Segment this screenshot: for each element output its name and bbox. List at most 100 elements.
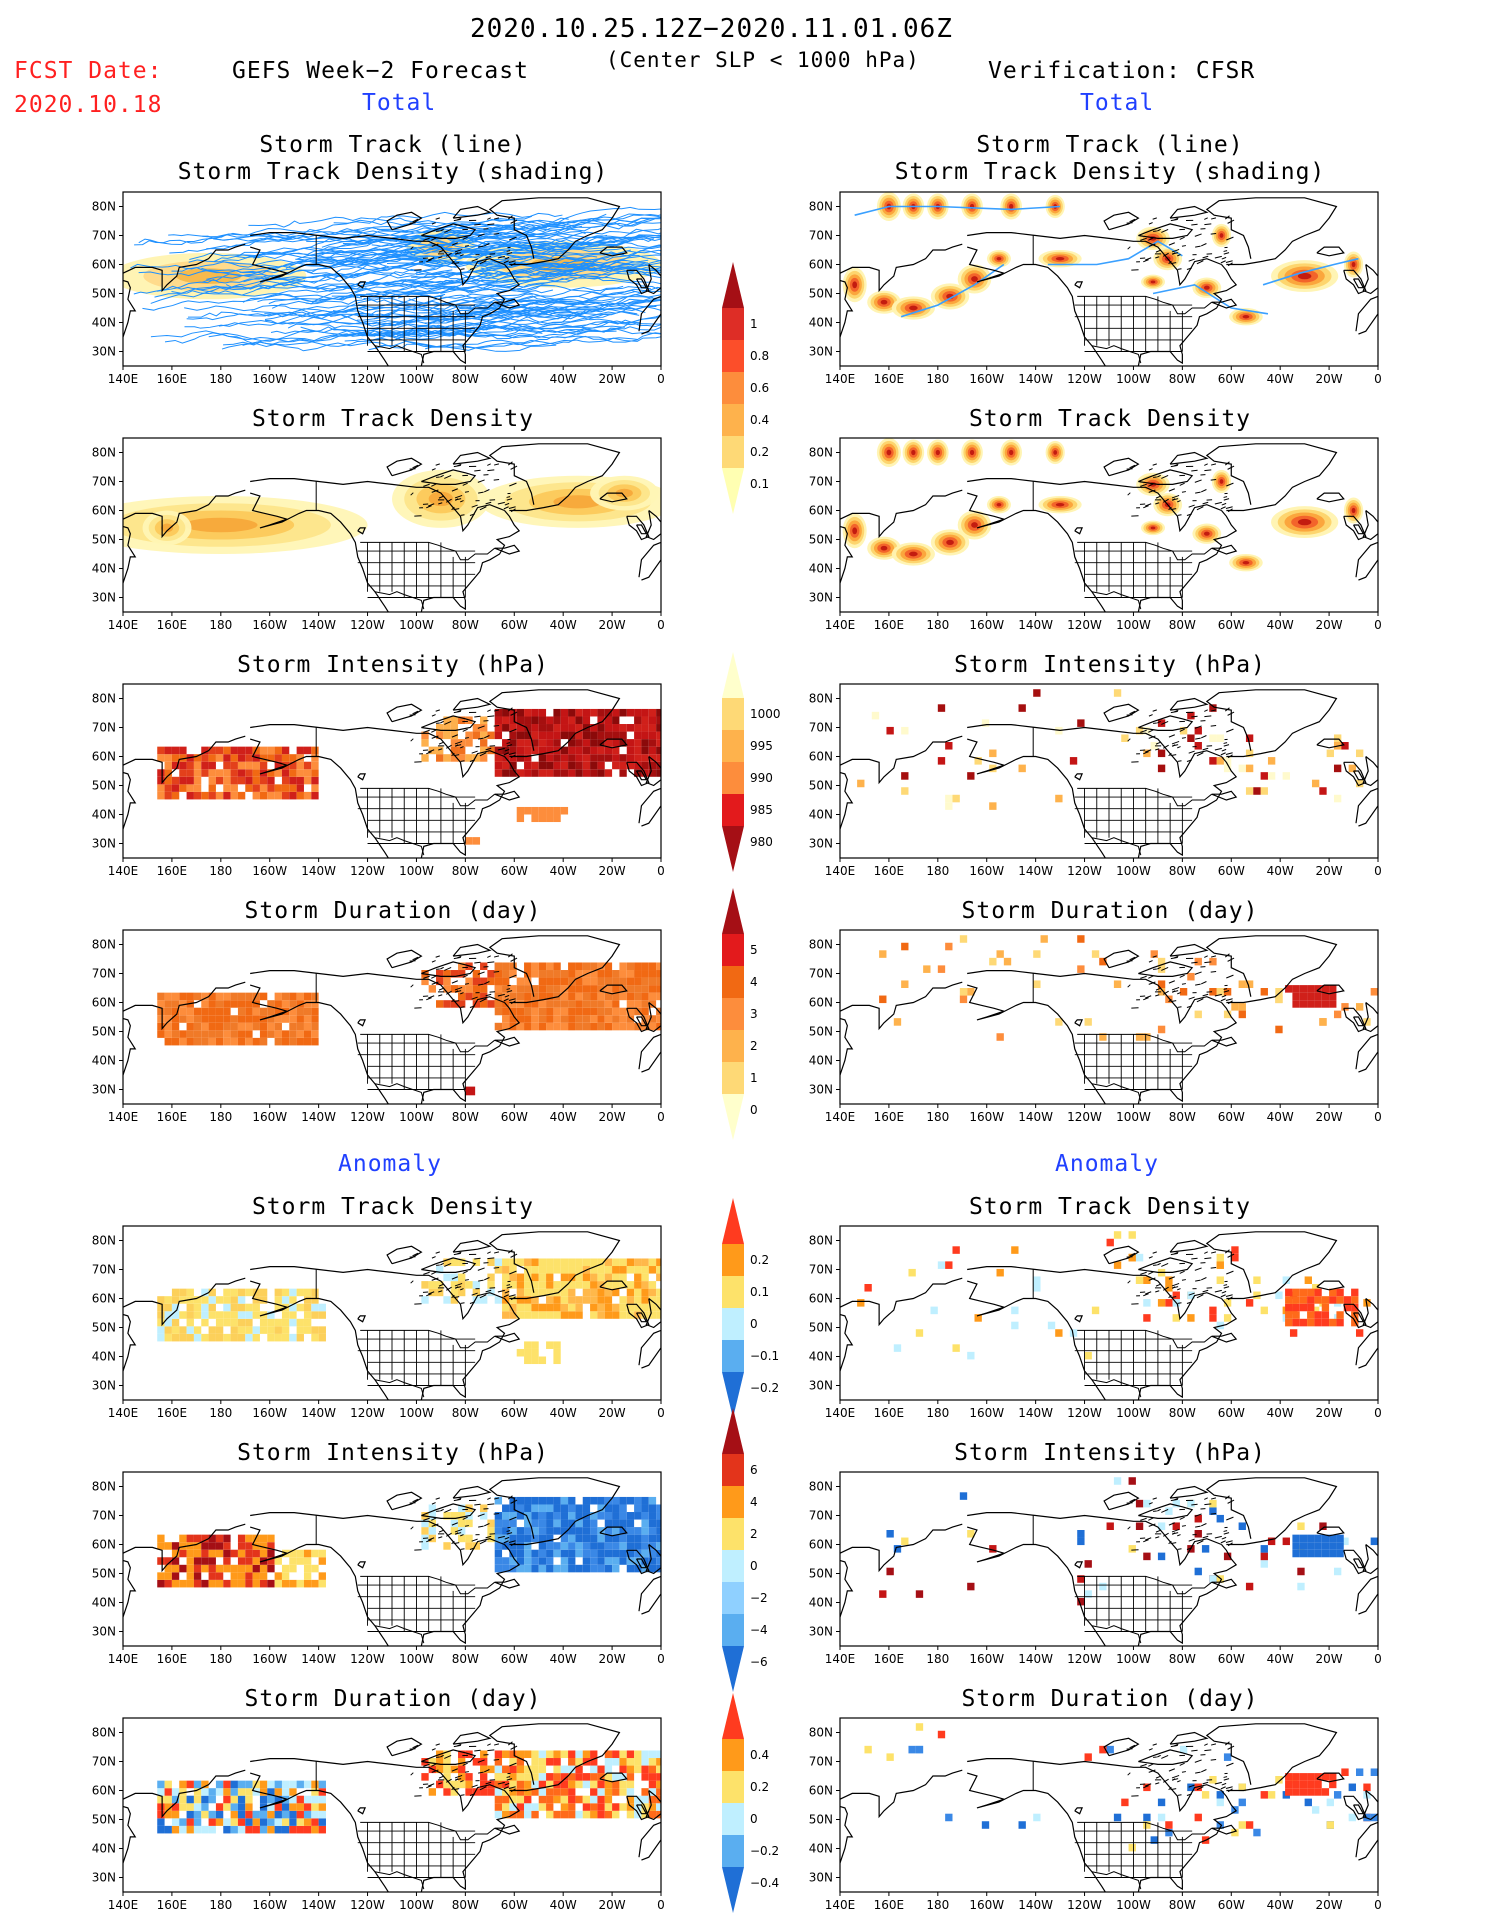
lon-tick-label: 100W [1116,1406,1151,1420]
lon-tick-label: 140W [301,864,336,878]
lon-tick-label: 140E [825,1110,856,1124]
lon-tick-label: 80W [1169,864,1196,878]
lon-tick-label: 120W [350,1898,385,1912]
lon-tick-label: 160E [874,1406,905,1420]
lon-tick-label: 120W [1067,1110,1102,1124]
lat-tick-label: 60N [809,996,833,1010]
lon-tick-label: 180 [209,1110,232,1124]
lat-tick-label: 30N [809,837,833,851]
lat-tick-label: 40N [92,562,116,576]
panel-title-density-anom-left: Storm Track Density [251,1194,535,1220]
lat-tick-label: 40N [92,1842,116,1856]
lat-tick-label: 50N [92,1321,116,1335]
lon-tick-label: 100W [1116,864,1151,878]
lon-tick-label: 100W [1116,372,1151,386]
lon-tick-label: 140E [825,864,856,878]
colorbar-label: 2 [750,1527,758,1541]
lon-tick-label: 160W [969,1652,1004,1666]
lon-tick-label: 80W [452,372,479,386]
lon-tick-label: 60W [501,618,528,632]
map-duration-anom-cfsr: 140E 160E 180 160W 140W 120W 100W 80W 60W 40W 20W 0… [809,1717,1382,1918]
map-intensity-gefs: 140E 160E 180 160W 140W 120W 100W 80W 60W 40W 20W 0… [92,683,665,884]
lon-tick-label: 180 [926,1898,949,1912]
colorbar-density-anom: 0.2 0.1 0 −0.1 −0.2 [722,1198,812,1420]
lat-tick-label: 50N [809,1567,833,1581]
lon-tick-label: 140W [301,1652,336,1666]
lon-tick-label: 180 [926,864,949,878]
lon-tick-label: 80W [1169,1110,1196,1124]
lat-tick-label: 30N [92,1625,116,1639]
colorbar-label: −0.2 [750,1381,779,1395]
lat-tick-label: 80N [809,938,833,952]
fcst-date-value: 2020.10.18 [14,92,163,118]
lon-tick-label: 140E [825,1652,856,1666]
lon-tick-label: 60W [501,1406,528,1420]
colorbar-label: −2 [750,1591,768,1605]
lat-tick-label: 80N [809,446,833,460]
panel-title-duration-anom-right: Storm Duration (day) [961,1686,1259,1712]
panel-title-density-left: Storm Track Density [251,406,535,432]
lon-tick-label: 160W [969,1110,1004,1124]
lon-tick-label: 40W [1267,1110,1294,1124]
lon-tick-label: 60W [501,864,528,878]
lon-tick-label: 80W [452,618,479,632]
right-anomaly-label: Anomaly [1055,1151,1159,1177]
lon-tick-label: 140E [825,618,856,632]
lat-tick-label: 60N [92,1292,116,1306]
lon-tick-label: 160W [252,1898,287,1912]
lat-tick-label: 40N [92,1596,116,1610]
lat-tick-label: 50N [809,1025,833,1039]
lon-tick-label: 60W [501,1110,528,1124]
lon-tick-label: 40W [1267,1652,1294,1666]
lat-tick-label: 80N [92,446,116,460]
lat-tick-label: 50N [92,779,116,793]
panel-title-intensity-left: Storm Intensity (hPa) [237,652,549,678]
lon-tick-label: 20W [1316,618,1343,632]
colorbar-duration-total: 5 4 3 2 1 0 [722,888,812,1142]
panel-title-intensity-right: Storm Intensity (hPa) [954,652,1266,678]
lat-tick-label: 40N [809,316,833,330]
lon-tick-label: 180 [926,618,949,632]
lat-tick-label: 80N [809,1726,833,1740]
colorbar-label: 5 [750,943,758,957]
lon-tick-label: 100W [399,618,434,632]
lat-tick-label: 60N [92,750,116,764]
lon-tick-label: 160W [969,618,1004,632]
panel-title-density-right: Storm Track Density [968,406,1252,432]
lon-tick-label: 20W [1316,1110,1343,1124]
lon-tick-label: 40W [1267,618,1294,632]
lon-tick-label: 40W [550,864,577,878]
lon-tick-label: 60W [501,1898,528,1912]
right-column-title: Verification: CFSR [988,58,1256,84]
lat-tick-label: 30N [92,837,116,851]
time-range-title: 2020.10.25.12Z−2020.11.01.06Z [470,14,953,44]
map-density-anom-cfsr: 140E 160E 180 160W 140W 120W 100W 80W 60W 40W 20W 0… [809,1225,1382,1426]
lon-tick-label: 0 [657,1406,665,1420]
lon-tick-label: 140W [1018,372,1053,386]
lon-tick-label: 140W [301,1406,336,1420]
panel-title-track-line-right: Storm Track (line) [976,132,1244,158]
lat-tick-label: 80N [92,1726,116,1740]
lon-tick-label: 160E [157,618,188,632]
lon-tick-label: 0 [657,618,665,632]
lon-tick-label: 160E [874,1898,905,1912]
lon-tick-label: 20W [1316,1406,1343,1420]
lon-tick-label: 160E [157,1652,188,1666]
lat-tick-label: 50N [92,533,116,547]
lon-tick-label: 180 [926,1110,949,1124]
colorbar-label: 995 [750,739,773,753]
lon-tick-label: 140E [108,864,139,878]
lon-tick-label: 0 [657,1110,665,1124]
lon-tick-label: 60W [1218,1110,1245,1124]
lon-tick-label: 140E [108,1110,139,1124]
lon-tick-label: 20W [599,372,626,386]
lon-tick-label: 140E [825,1406,856,1420]
lat-tick-label: 30N [809,1083,833,1097]
lon-tick-label: 120W [350,1652,385,1666]
lon-tick-label: 40W [550,1898,577,1912]
lat-tick-label: 60N [92,1784,116,1798]
lat-tick-label: 40N [809,1596,833,1610]
right-total-label: Total [1080,90,1155,116]
lon-tick-label: 80W [452,864,479,878]
lat-tick-label: 30N [809,345,833,359]
